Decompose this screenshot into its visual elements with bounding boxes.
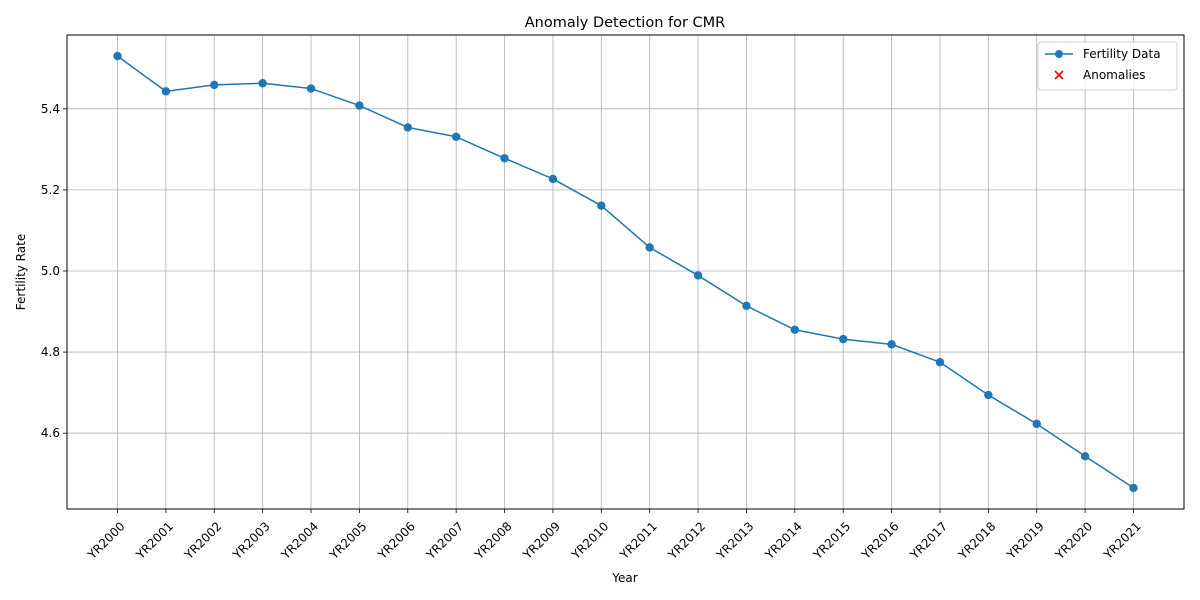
data-point [693,271,703,280]
x-tick-label: YR2012 [665,519,708,562]
x-axis-ticks: YR2000 YR2001 YR2002 YR2003 YR2004 YR2005 YR20… [84,509,1144,563]
data-point [1032,419,1041,429]
x-tick-label: YR2013 [713,519,756,562]
x-tick-label: YR2002 [181,519,224,562]
data-point [548,174,558,184]
y-tick-label: 4.6 [41,426,60,440]
x-tick-label: YR2019 [1004,519,1047,562]
legend-anomaly-x-icon [1054,70,1064,80]
data-point [355,101,364,110]
x-tick-label: YR2008 [471,519,514,562]
x-tick-label: YR2005 [326,519,369,562]
legend-label-anomalies: Anomalies [1083,68,1146,82]
legend-marker-swatch [1055,50,1063,58]
y-tick-label: 5.2 [41,183,60,197]
x-tick-label: YR2020 [1052,519,1095,562]
y-axis-ticks: 4.6 4.8 5.0 5.2 5.4 [41,102,67,440]
data-point [500,154,509,163]
x-tick-label: YR2015 [810,519,853,562]
data-point [839,334,848,344]
x-tick-label: YR2010 [568,519,611,562]
x-tick-label: YR2009 [520,519,563,562]
y-tick-label: 5.4 [41,102,60,116]
data-point [306,84,316,93]
x-tick-label: YR2014 [762,519,805,562]
data-point [887,340,896,349]
legend-label-fertility: Fertility Data [1083,47,1161,61]
x-tick-label: YR2003 [229,519,272,562]
x-tick-label: YR2004 [278,519,321,562]
y-axis-label: Fertility Rate [14,234,28,310]
grid [67,35,1184,509]
chart-title: Anomaly Detection for CMR [525,15,726,31]
plot-frame [66,34,1185,510]
data-point [1080,452,1090,461]
series-line-fertility [117,55,1134,489]
data-point [742,301,751,311]
x-tick-label: YR2018 [955,519,998,562]
x-tick-label: YR2011 [617,519,660,562]
x-tick-label: YR2000 [84,519,127,562]
x-tick-label: YR2016 [858,519,901,562]
data-point [984,390,993,400]
data-point [1129,483,1138,493]
data-point [210,80,219,90]
data-point [113,51,122,61]
data-point [161,87,171,96]
series-markers [113,51,1138,493]
x-tick-label: YR2021 [1100,519,1143,562]
data-point [645,243,654,252]
data-point [597,201,606,210]
y-tick-label: 4.8 [41,345,60,359]
x-tick-label: YR2001 [133,519,176,562]
data-point [403,123,412,132]
data-point [790,325,800,334]
data-point [451,132,461,141]
x-tick-label: YR2007 [423,519,466,562]
y-tick-label: 5.0 [41,264,60,278]
x-tick-label: YR2017 [907,519,950,562]
x-axis-label: Year [611,571,637,585]
data-point [258,79,267,88]
legend: Fertility Data Anomalies [1037,41,1178,91]
x-tick-label: YR2006 [375,519,418,562]
data-point [935,358,945,367]
series-line-layer [117,55,1134,489]
